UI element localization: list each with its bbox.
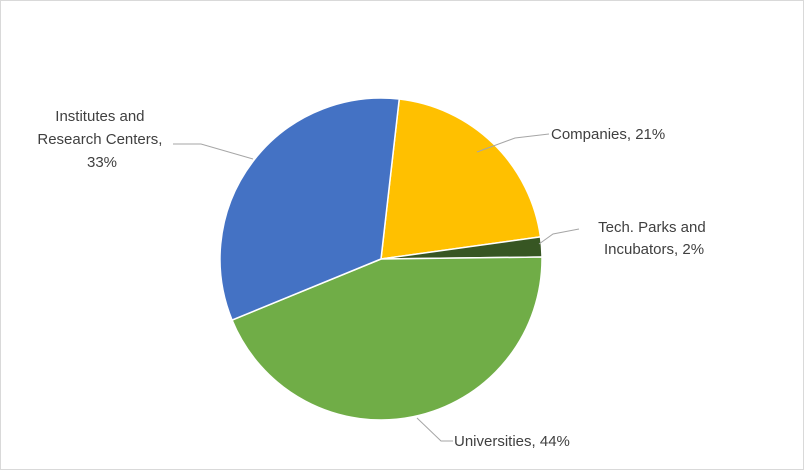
- data-label-institutes-line2: Research Centers,: [37, 131, 162, 148]
- data-label-universities: Universities, 44%: [454, 433, 570, 450]
- data-label-tech-parks: Tech. Parks and Incubators, 2%: [598, 219, 710, 258]
- leader-line-universities: [416, 417, 453, 442]
- data-label-tech-parks-line1: Tech. Parks and: [598, 219, 706, 236]
- data-label-institutes-line3: 33%: [87, 154, 117, 171]
- leader-line-institutes: [173, 143, 254, 160]
- pie-slice-institutes-and-research-centers: [219, 97, 401, 322]
- data-label-companies: Companies, 21%: [551, 126, 665, 143]
- leader-line-tech-parks: [538, 228, 580, 245]
- data-label-institutes-line1: Institutes and: [55, 108, 144, 125]
- data-label-institutes: Institutes and Research Centers, 33%: [37, 108, 166, 171]
- pie-slice-universities: [231, 256, 543, 421]
- leader-line-companies: [476, 133, 550, 153]
- data-label-tech-parks-line2: Incubators, 2%: [604, 241, 704, 258]
- pie-slices: [219, 97, 543, 421]
- pie-slice-companies: [380, 98, 542, 260]
